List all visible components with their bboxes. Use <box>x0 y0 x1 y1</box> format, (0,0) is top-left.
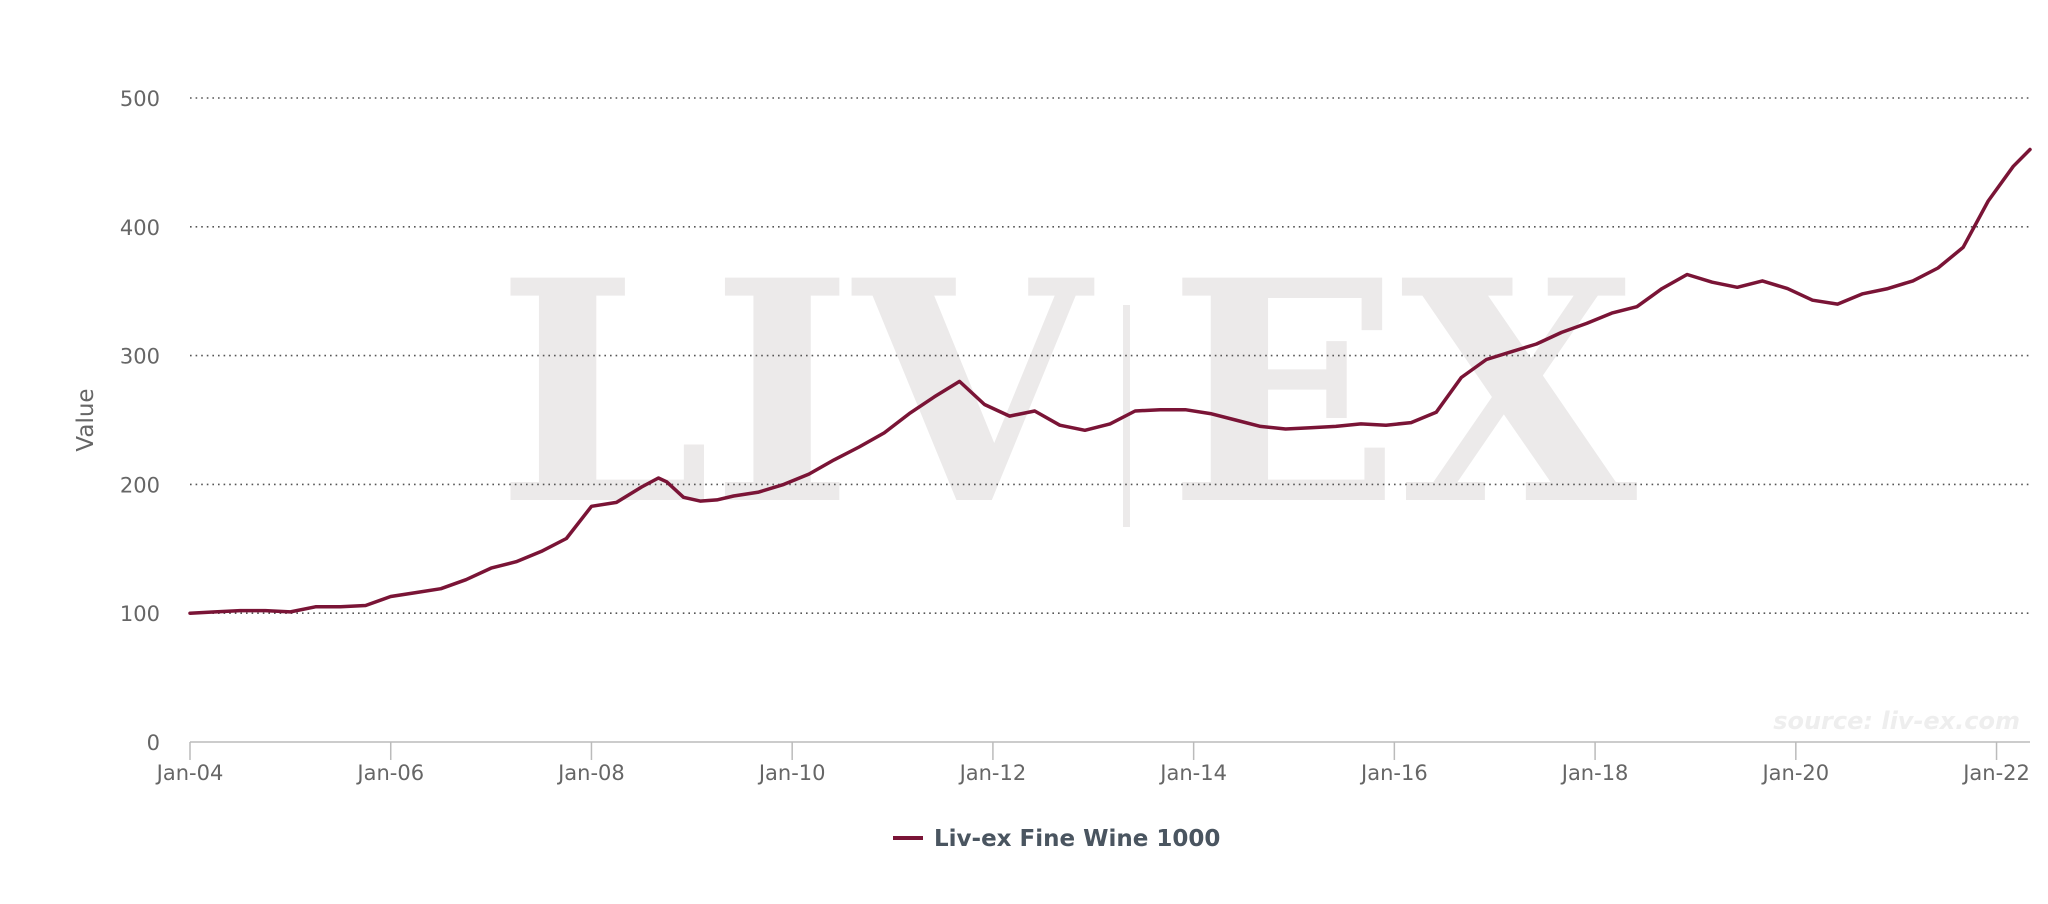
y-tick-label: 500 <box>120 87 160 111</box>
x-tick-label: Jan-18 <box>1560 761 1629 785</box>
y-tick-label: 400 <box>120 216 160 240</box>
x-tick-label: Jan-20 <box>1760 761 1829 785</box>
source-credit: source: liv-ex.com <box>1773 707 2020 735</box>
y-tick-label: 0 <box>147 731 160 755</box>
x-tick-label: Jan-16 <box>1359 761 1428 785</box>
x-tick-label: Jan-08 <box>556 761 625 785</box>
y-tick-label: 200 <box>120 473 160 497</box>
legend[interactable]: Liv-ex Fine Wine 1000 <box>893 826 1220 852</box>
y-axis-title: Value <box>73 388 99 451</box>
x-tick-label: Jan-04 <box>155 761 224 785</box>
legend-label[interactable]: Liv-ex Fine Wine 1000 <box>934 826 1220 852</box>
x-tick-label: Jan-12 <box>958 761 1027 785</box>
y-tick-label: 300 <box>120 345 160 369</box>
x-tick-label: Jan-22 <box>1961 761 2030 785</box>
series-line-liv-ex-fine-wine-1000 <box>188 147 2032 615</box>
x-tick-label: Jan-06 <box>355 761 424 785</box>
y-axis-tick-labels: 0 100 200 300 400 500 <box>120 87 160 755</box>
x-axis-ticks: Jan-04 Jan-06 Jan-08 Jan-10 Jan-12 Jan-14 Jan-… <box>155 742 2030 785</box>
liv-ex-watermark: LIV EX <box>496 214 1639 572</box>
y-tick-label: 100 <box>120 602 160 626</box>
x-tick-label: Jan-10 <box>757 761 826 785</box>
x-tick-label: Jan-14 <box>1158 761 1227 785</box>
watermark-right: EX <box>1168 214 1639 572</box>
watermark-left: LIV <box>496 214 1096 572</box>
y-gridlines <box>190 97 2030 615</box>
